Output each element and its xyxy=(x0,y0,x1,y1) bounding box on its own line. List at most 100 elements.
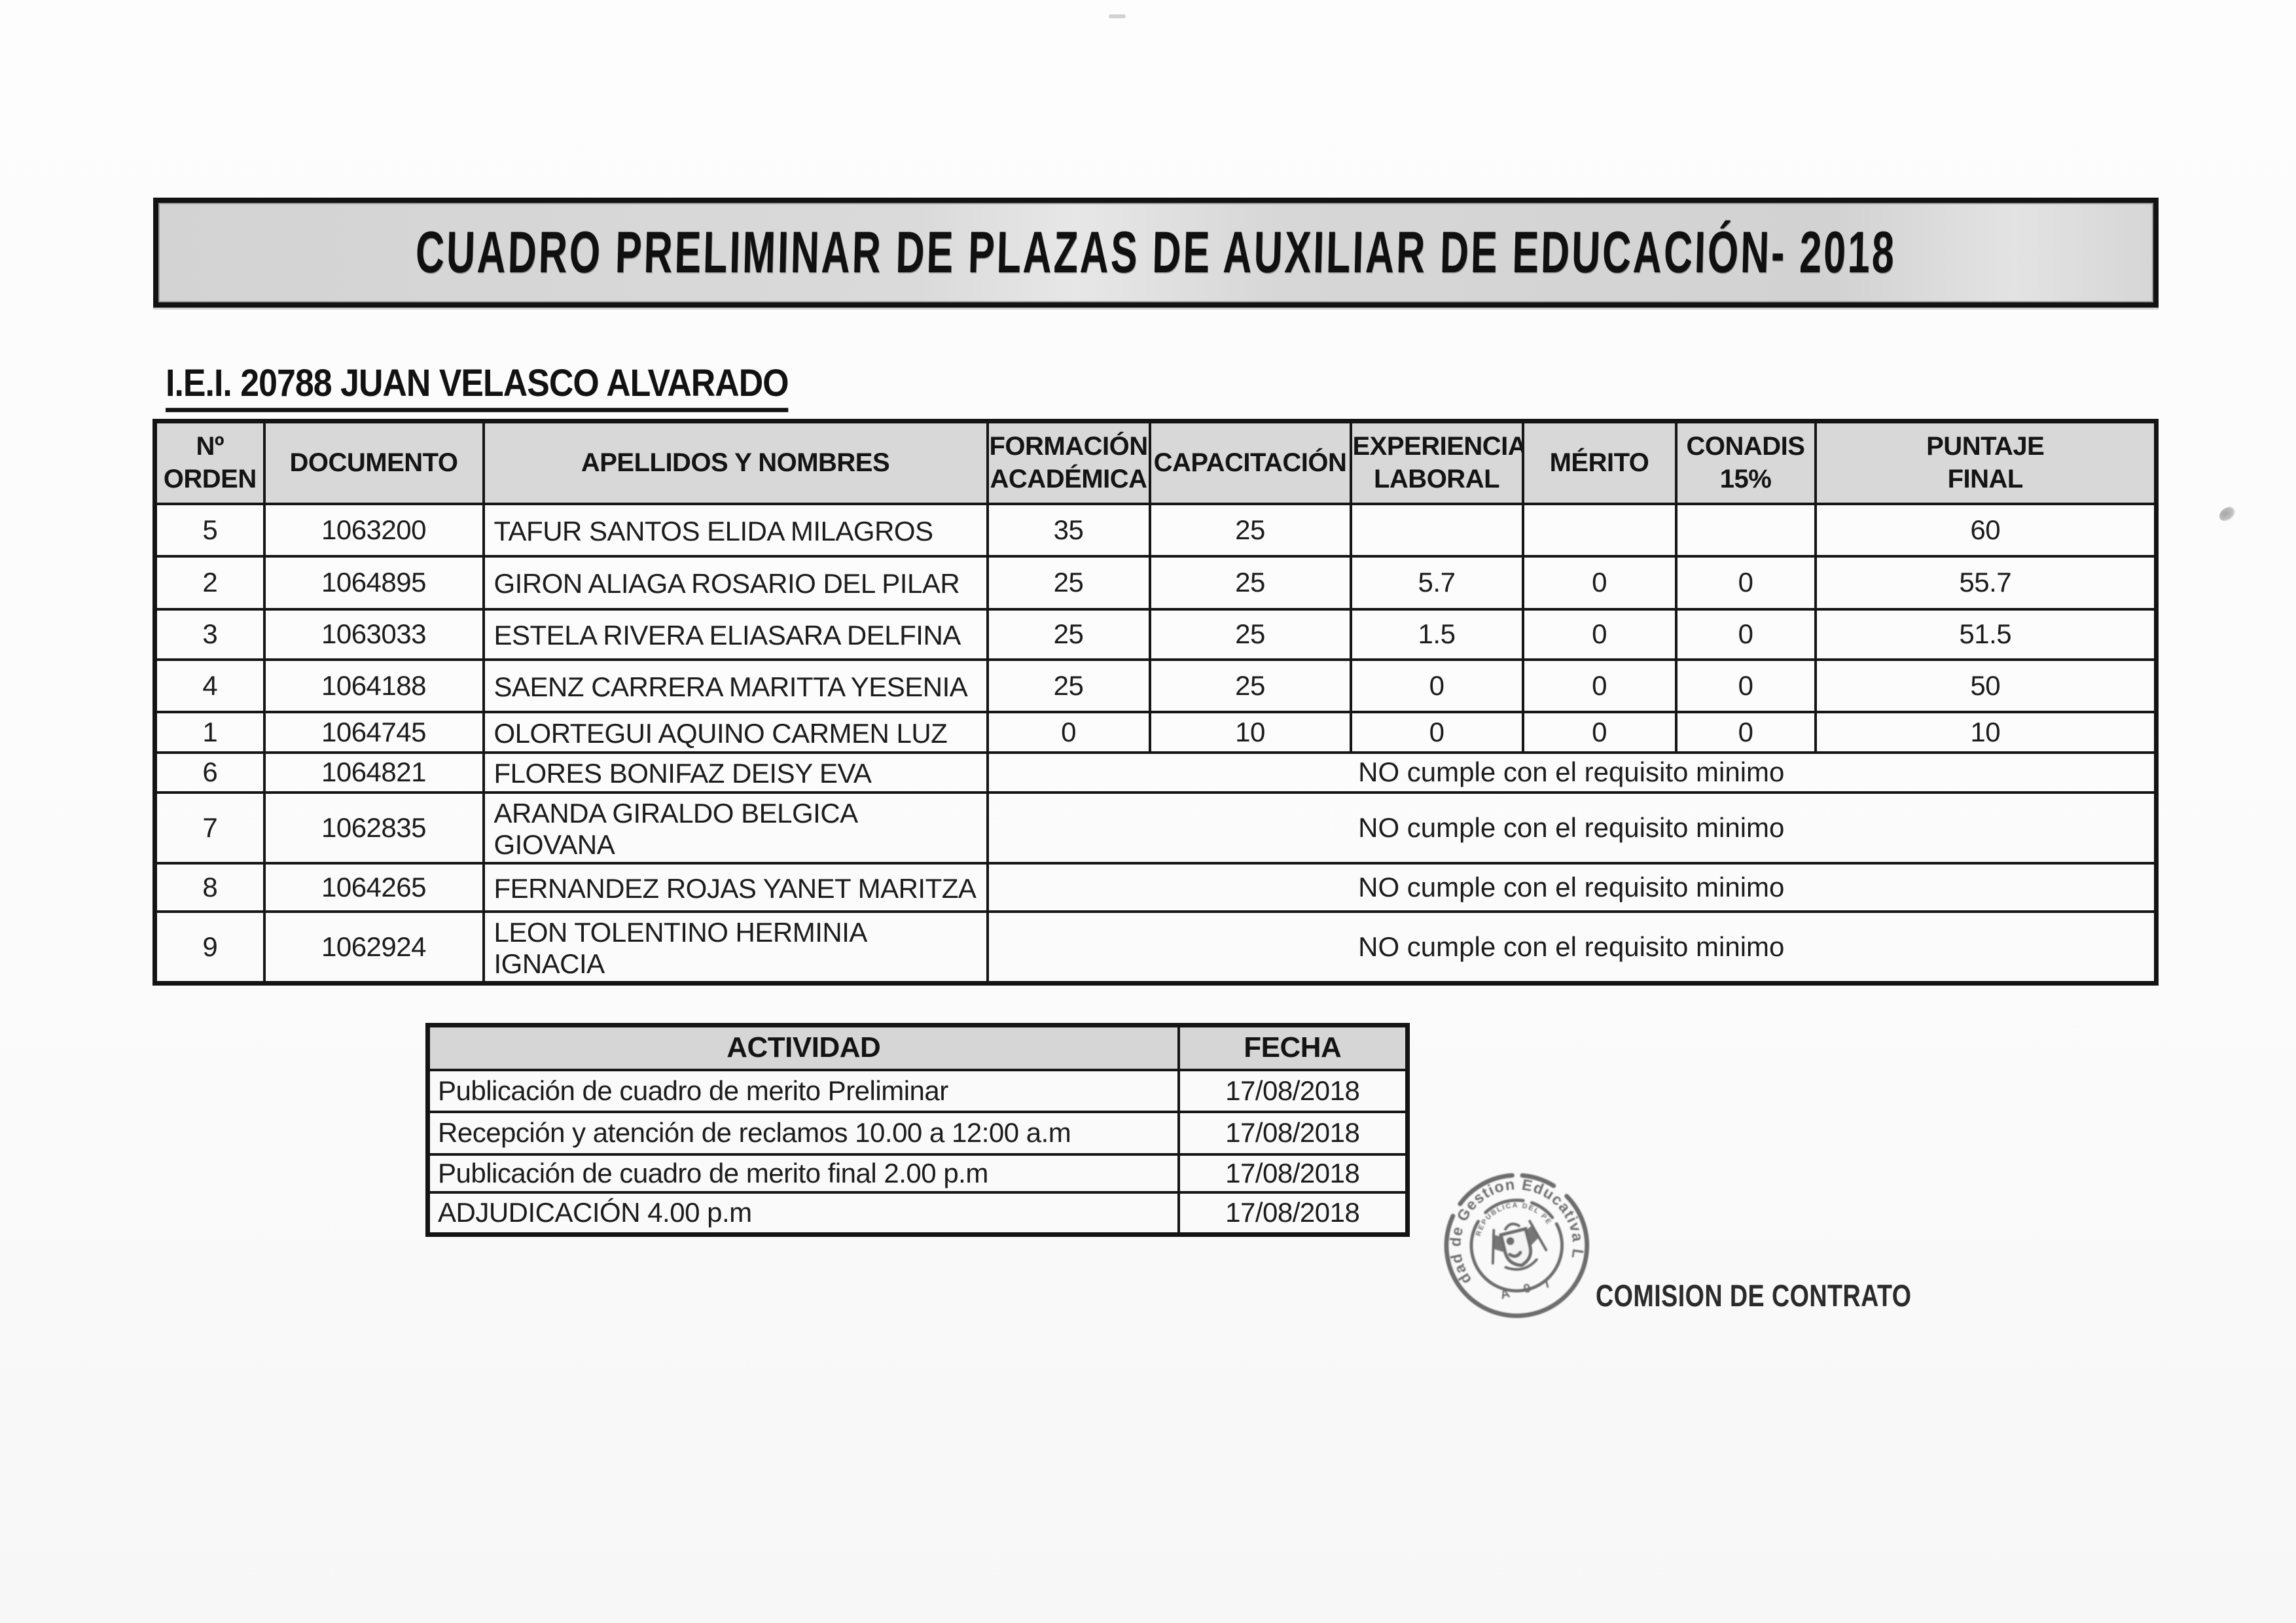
col-header-apellidos: APELLIDOS Y NOMBRES xyxy=(482,419,989,505)
cell-orden: 6 xyxy=(153,751,266,794)
cell-capacitacion: 25 xyxy=(1148,502,1352,558)
cell-experiencia xyxy=(1349,502,1524,558)
col-header-puntaje: PUNTAJE FINAL xyxy=(1814,419,2158,505)
svg-text:dad de Gestion Educativa Local: dad de Gestion Educativa Local Nº xyxy=(1420,1150,1592,1296)
cell-formacion: 25 xyxy=(986,554,1151,611)
schedule-row: Publicación de cuadro de merito final 2.… xyxy=(426,1152,1409,1194)
col-header-merito: MÉRITO xyxy=(1521,419,1677,505)
cell-formacion: 25 xyxy=(986,658,1151,713)
cell-capacitacion: 10 xyxy=(1148,710,1352,754)
schedule-row: ADJUDICACIÓN 4.00 p.m 17/08/2018 xyxy=(426,1190,1409,1236)
cell-nombre: TAFUR SANTOS ELIDA MILAGROS xyxy=(482,502,989,558)
cell-puntaje: 55.7 xyxy=(1814,554,2158,611)
cell-nombre: ARANDA GIRALDO BELGICA GIOVANA xyxy=(482,791,989,865)
schedule-row: Publicación de cuadro de merito Prelimin… xyxy=(426,1068,1409,1113)
table-row: 7 1062835 ARANDA GIRALDO BELGICA GIOVANA… xyxy=(153,791,2158,865)
cell-merito: 0 xyxy=(1521,710,1677,754)
page-title: CUADRO PRELIMINAR DE PLAZAS DE AUXILIAR … xyxy=(414,219,1897,285)
table-header-row: Nº ORDEN DOCUMENTO APELLIDOS Y NOMBRES F… xyxy=(153,419,2158,505)
peru-coat-of-arms-icon xyxy=(1491,1220,1548,1271)
cell-note: NO cumple con el requisito minimo xyxy=(986,861,2158,913)
cell-formacion: 0 xyxy=(986,710,1151,754)
cell-orden: 7 xyxy=(153,791,266,865)
cell-nombre: GIRON ALIAGA ROSARIO DEL PILAR xyxy=(482,554,989,611)
col-header-conadis: CONADIS 15% xyxy=(1674,419,1817,505)
cell-conadis: 0 xyxy=(1674,554,1817,611)
scan-artifact-dash xyxy=(1109,14,1126,18)
cell-documento: 1063033 xyxy=(262,607,485,661)
table-row: 8 1064265 FERNANDEZ ROJAS YANET MARITZA … xyxy=(153,861,2158,913)
schedule-table: ACTIVIDAD FECHA Publicación de cuadro de… xyxy=(425,1023,1410,1237)
table-row: 9 1062924 LEON TOLENTINO HERMINIA IGNACI… xyxy=(153,910,2158,984)
table-row: 2 1064895 GIRON ALIAGA ROSARIO DEL PILAR… xyxy=(153,554,2158,611)
cell-experiencia: 1.5 xyxy=(1349,607,1524,661)
commission-label: COMISION DE CONTRATO xyxy=(1596,1278,1912,1313)
ugel-seal-stamp: dad de Gestion Educativa Local Nº REPUBL… xyxy=(1420,1150,1592,1318)
col-header-actividad: ACTIVIDAD xyxy=(426,1024,1180,1071)
cell-puntaje: 51.5 xyxy=(1814,607,2158,661)
cell-note: NO cumple con el requisito minimo xyxy=(986,751,2158,794)
cell-documento: 1064188 xyxy=(262,658,485,713)
col-header-formacion: FORMACIÓN ACADÉMICA xyxy=(986,419,1151,505)
cell-fecha: 17/08/2018 xyxy=(1177,1152,1409,1194)
table-row: 5 1063200 TAFUR SANTOS ELIDA MILAGROS 35… xyxy=(153,502,2158,558)
ink-smudge xyxy=(2217,505,2238,524)
cell-capacitacion: 25 xyxy=(1148,658,1352,713)
cell-nombre: LEON TOLENTINO HERMINIA IGNACIA xyxy=(482,910,989,984)
merit-table: Nº ORDEN DOCUMENTO APELLIDOS Y NOMBRES F… xyxy=(152,419,2159,986)
cell-fecha: 17/08/2018 xyxy=(1177,1190,1409,1236)
cell-conadis: 0 xyxy=(1674,710,1817,754)
cell-actividad: Publicación de cuadro de merito Prelimin… xyxy=(426,1068,1180,1113)
cell-fecha: 17/08/2018 xyxy=(1177,1110,1409,1156)
table-row: 1 1064745 OLORTEGUI AQUINO CARMEN LUZ 0 … xyxy=(153,710,2158,754)
cell-nombre: ESTELA RIVERA ELIASARA DELFINA xyxy=(482,607,989,661)
cell-experiencia: 5.7 xyxy=(1349,554,1524,611)
cell-nombre: OLORTEGUI AQUINO CARMEN LUZ xyxy=(482,710,989,754)
title-banner: CUADRO PRELIMINAR DE PLAZAS DE AUXILIAR … xyxy=(153,198,2159,308)
cell-orden: 3 xyxy=(153,607,266,661)
cell-nombre: FERNANDEZ ROJAS YANET MARITZA xyxy=(482,861,989,913)
cell-orden: 9 xyxy=(153,910,266,984)
cell-nombre: FLORES BONIFAZ DEISY EVA xyxy=(482,751,989,794)
cell-note: NO cumple con el requisito minimo xyxy=(986,910,2158,984)
col-header-capacitacion: CAPACITACIÓN xyxy=(1148,419,1352,505)
cell-orden: 5 xyxy=(153,502,266,558)
cell-capacitacion: 25 xyxy=(1148,554,1352,611)
cell-merito: 0 xyxy=(1521,607,1677,661)
schedule-row: Recepción y atención de reclamos 10.00 a… xyxy=(426,1110,1409,1156)
cell-documento: 1064821 xyxy=(262,751,485,794)
col-header-fecha: FECHA xyxy=(1177,1024,1409,1071)
cell-documento: 1064745 xyxy=(262,710,485,754)
cell-puntaje: 60 xyxy=(1814,502,2158,558)
cell-conadis xyxy=(1674,502,1817,558)
col-header-orden: Nº ORDEN xyxy=(153,419,266,505)
cell-documento: 1064265 xyxy=(262,861,485,913)
cell-actividad: Recepción y atención de reclamos 10.00 a… xyxy=(426,1110,1180,1156)
stamp-bottom-text: A 0 I xyxy=(1499,1275,1556,1302)
cell-note: NO cumple con el requisito minimo xyxy=(986,791,2158,865)
cell-orden: 1 xyxy=(153,710,266,754)
cell-merito xyxy=(1521,502,1677,558)
cell-merito: 0 xyxy=(1521,554,1677,611)
cell-documento: 1063200 xyxy=(262,502,485,558)
cell-documento: 1064895 xyxy=(262,554,485,611)
cell-actividad: ADJUDICACIÓN 4.00 p.m xyxy=(426,1190,1180,1236)
col-header-documento: DOCUMENTO xyxy=(262,419,485,505)
cell-formacion: 25 xyxy=(986,607,1151,661)
cell-orden: 8 xyxy=(153,861,266,913)
cell-formacion: 35 xyxy=(986,502,1151,558)
col-header-experiencia: EXPERIENCIA LABORAL xyxy=(1349,419,1524,505)
cell-merito: 0 xyxy=(1521,658,1677,713)
schedule-header-row: ACTIVIDAD FECHA xyxy=(426,1024,1409,1071)
cell-experiencia: 0 xyxy=(1349,710,1524,754)
cell-orden: 2 xyxy=(153,554,266,611)
cell-fecha: 17/08/2018 xyxy=(1177,1068,1409,1113)
table-row: 3 1063033 ESTELA RIVERA ELIASARA DELFINA… xyxy=(153,607,2158,661)
cell-orden: 4 xyxy=(153,658,266,713)
cell-puntaje: 10 xyxy=(1814,710,2158,754)
table-row: 6 1064821 FLORES BONIFAZ DEISY EVA NO cu… xyxy=(153,751,2158,794)
institution-heading: I.E.I. 20788 JUAN VELASCO ALVARADO xyxy=(166,361,789,412)
cell-capacitacion: 25 xyxy=(1148,607,1352,661)
cell-documento: 1062835 xyxy=(262,791,485,865)
